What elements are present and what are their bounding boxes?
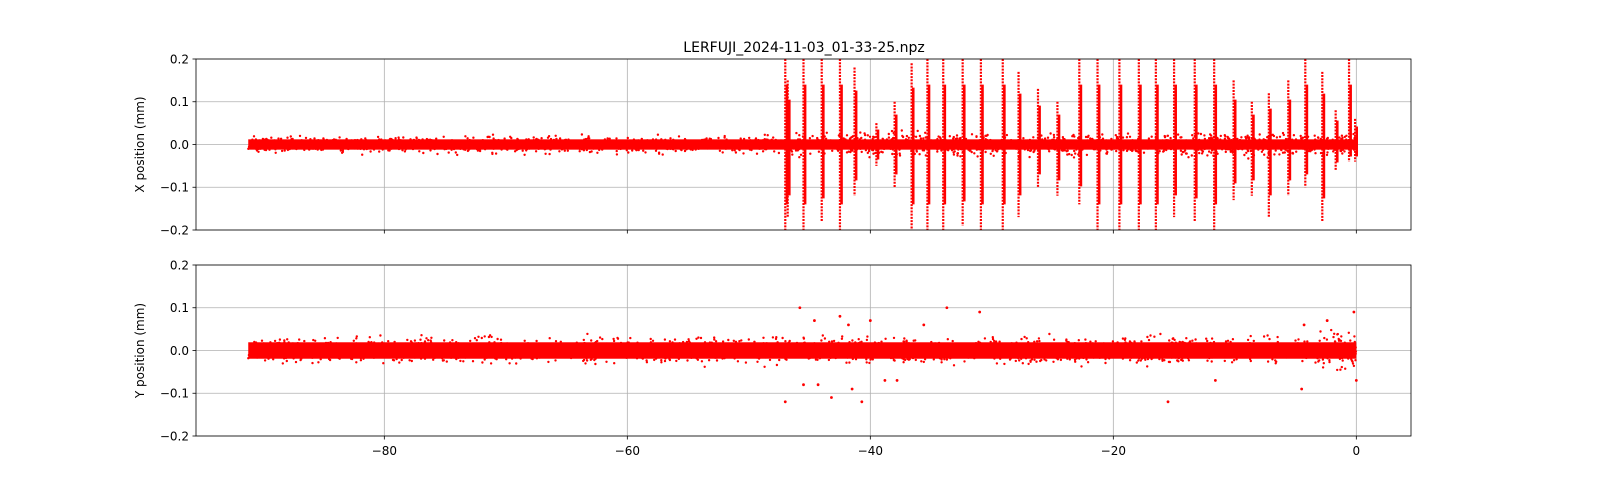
outlier-point [850, 387, 854, 391]
outlier-point [816, 383, 820, 387]
noise-points [247, 328, 1358, 372]
outlier-point [860, 400, 864, 404]
x-position-points [247, 59, 1359, 230]
outlier-point [1166, 400, 1170, 404]
outlier-point [883, 379, 887, 382]
y-subplot-ylabel: Y position (mm) [133, 303, 147, 399]
outlier-point [945, 306, 949, 310]
outlier-point [895, 379, 899, 382]
y-tick-label: −0.1 [160, 387, 189, 401]
x-subplot-ticks: −0.2 −0.1 0.0 0.1 0.2 [160, 52, 1357, 237]
chart-title: LERFUJI_2024-11-03_01-33-25.npz [683, 40, 924, 56]
subplot-x-position: −0.2 −0.1 0.0 0.1 0.2 X position (mm) [133, 52, 1412, 237]
subplot-y-position: −0.2 −0.1 0.0 0.1 0.2 −80 −60 −40 −20 0 Y positio… [133, 258, 1412, 458]
outlier-point [830, 396, 833, 399]
noise-band [248, 139, 1357, 150]
outlier-point [1302, 323, 1306, 327]
y-tick-label: 0.1 [170, 301, 189, 315]
x-subplot-ylabel: X position (mm) [133, 96, 147, 192]
outlier-point [1213, 379, 1217, 382]
x-tick-label: −40 [858, 444, 883, 458]
y-tick-label: −0.2 [160, 429, 189, 443]
y-tick-label: 0.2 [170, 258, 189, 272]
outlier-point [813, 319, 816, 322]
outlier-point [978, 310, 982, 314]
outlier-point [922, 323, 926, 327]
y-tick-label: 0.0 [170, 138, 189, 152]
outlier-point [838, 314, 842, 318]
y-tick-label: 0.1 [170, 95, 189, 109]
y-position-points [247, 306, 1358, 404]
outlier-point [1354, 379, 1358, 382]
y-subplot-ticks: −0.2 −0.1 0.0 0.1 0.2 −80 −60 −40 −20 0 [160, 258, 1360, 458]
x-tick-label: −60 [615, 444, 640, 458]
outlier-point [847, 323, 850, 327]
outlier-point [1352, 310, 1356, 314]
y-tick-label: −0.1 [160, 181, 189, 195]
x-tick-label: 0 [1353, 444, 1361, 458]
outlier-point [1300, 387, 1304, 391]
outlier-point [783, 400, 787, 404]
outlier-point [798, 306, 802, 310]
y-tick-label: 0.2 [170, 52, 189, 66]
outlier-point [868, 319, 872, 322]
x-tick-label: −80 [372, 444, 397, 458]
outlier-point [802, 383, 805, 387]
x-tick-label: −20 [1101, 444, 1126, 458]
y-tick-label: −0.2 [160, 223, 189, 237]
outlier-point [1325, 319, 1329, 322]
y-tick-label: 0.0 [170, 344, 189, 358]
